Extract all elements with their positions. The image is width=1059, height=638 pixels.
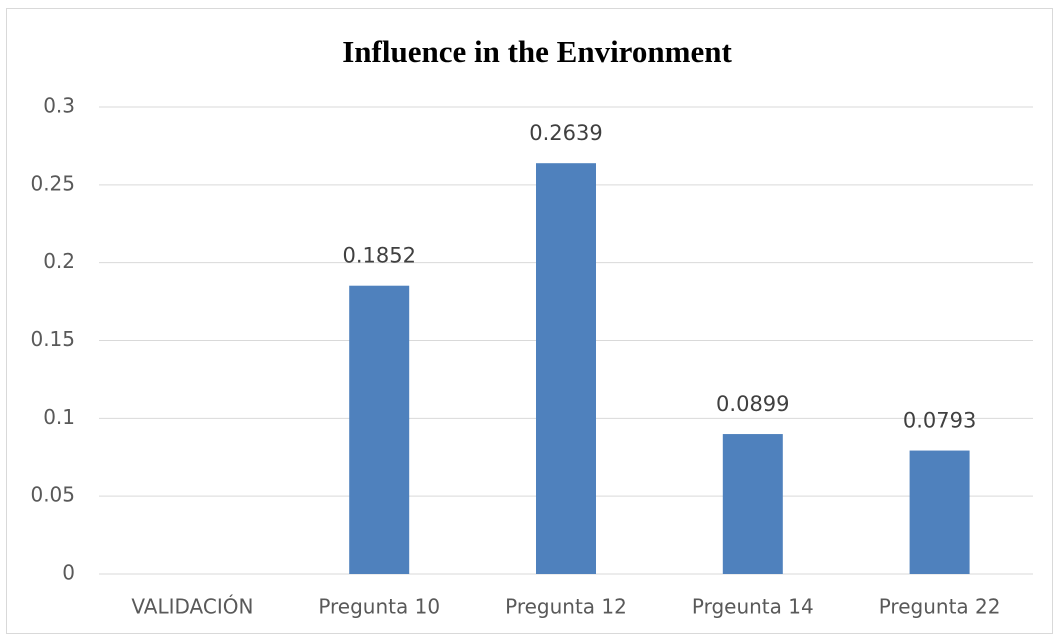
y-tick-label: 0.25 [30, 171, 75, 195]
chart-border [6, 8, 1053, 634]
y-tick-label: 0.05 [30, 483, 75, 507]
data-label: 0.1852 [342, 244, 415, 268]
y-tick-label: 0.15 [30, 327, 75, 351]
bar [536, 163, 596, 574]
bar [909, 450, 970, 574]
data-label: 0.2639 [529, 121, 602, 145]
x-tick-label: Prgeunta 14 [692, 595, 814, 619]
x-tick-label: Pregunta 10 [318, 595, 440, 619]
y-tick-label: 0.1 [43, 405, 75, 429]
y-tick-label: 0.2 [43, 249, 75, 273]
bar [349, 285, 410, 574]
y-tick-label: 0 [62, 561, 75, 585]
data-label: 0.0793 [903, 409, 976, 433]
x-tick-label: VALIDACIÓN [131, 595, 253, 619]
x-tick-label: Pregunta 22 [879, 595, 1001, 619]
y-tick-label: 0.3 [43, 94, 75, 118]
x-tick-label: Pregunta 12 [505, 595, 627, 619]
chart-title: Influence in the Environment [342, 34, 732, 69]
bar [722, 434, 783, 574]
data-label: 0.0899 [716, 392, 789, 416]
